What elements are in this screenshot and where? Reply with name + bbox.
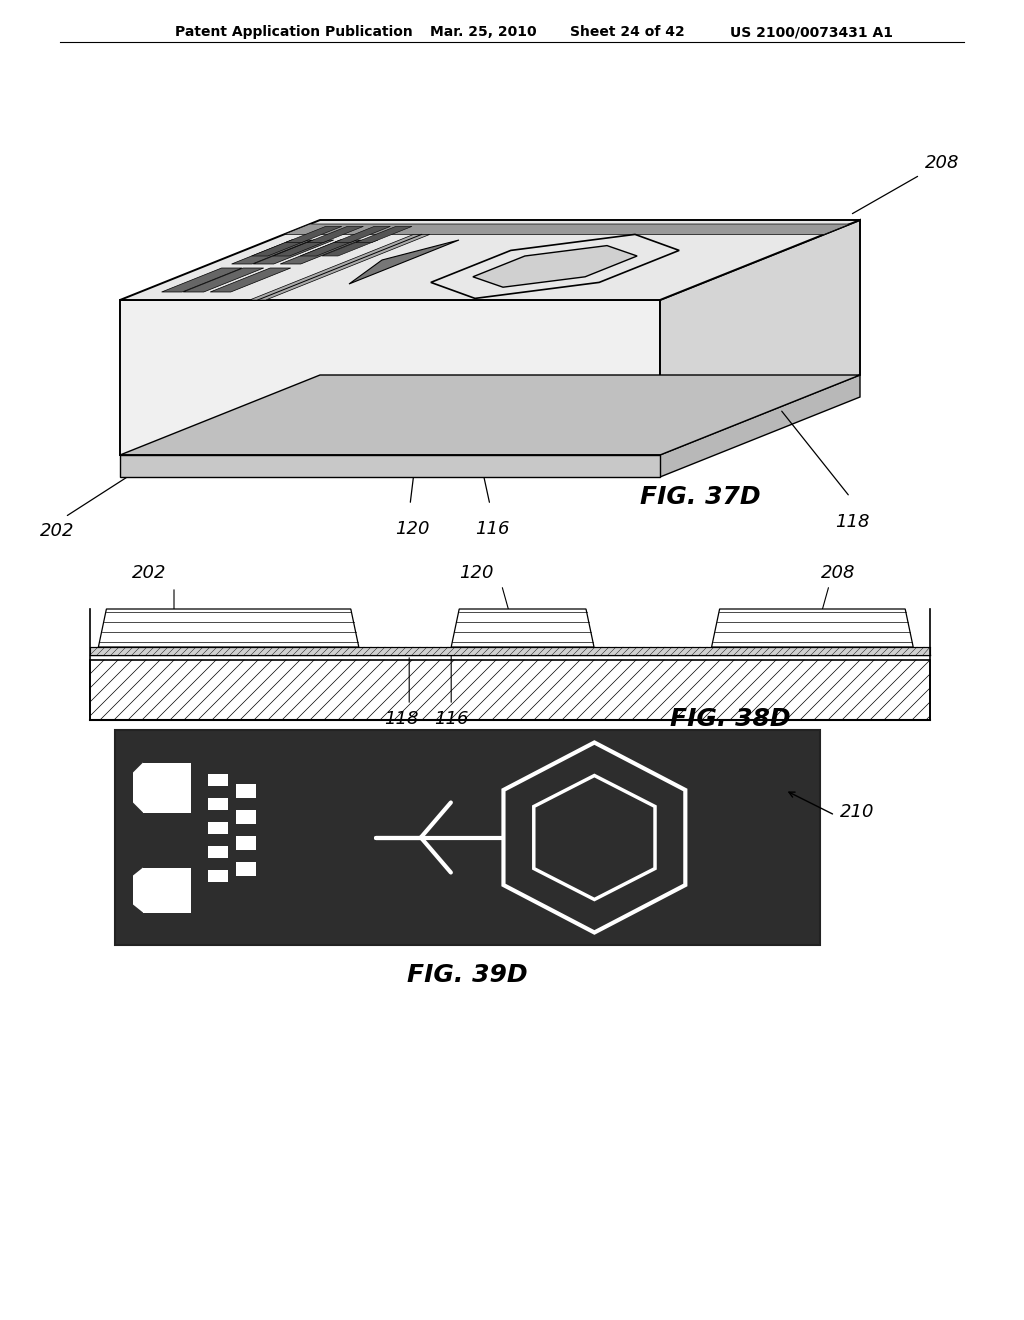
Polygon shape: [307, 227, 364, 243]
Text: 208: 208: [925, 154, 959, 172]
Polygon shape: [473, 246, 637, 288]
Polygon shape: [120, 300, 660, 455]
Polygon shape: [252, 240, 308, 256]
Bar: [236, 784, 256, 797]
Polygon shape: [284, 224, 850, 235]
Polygon shape: [660, 220, 860, 455]
Text: 210: 210: [840, 803, 874, 821]
Polygon shape: [286, 227, 342, 243]
Bar: [143, 867, 191, 912]
Bar: [143, 763, 191, 813]
Text: 120: 120: [395, 520, 429, 539]
Polygon shape: [162, 268, 242, 292]
Polygon shape: [120, 220, 860, 300]
Text: 120: 120: [460, 564, 495, 582]
Bar: [90, 660, 930, 719]
Text: FIG. 37D: FIG. 37D: [640, 484, 760, 510]
Text: US 2100/0073431 A1: US 2100/0073431 A1: [730, 25, 893, 40]
Polygon shape: [712, 609, 913, 647]
Bar: [236, 836, 256, 850]
Polygon shape: [250, 235, 430, 300]
Text: Sheet 24 of 42: Sheet 24 of 42: [570, 25, 685, 40]
Bar: [208, 821, 228, 833]
Text: Mar. 25, 2010: Mar. 25, 2010: [430, 25, 537, 40]
Polygon shape: [334, 227, 390, 243]
Bar: [90, 647, 930, 655]
Polygon shape: [452, 609, 594, 647]
Polygon shape: [120, 375, 860, 455]
Polygon shape: [133, 867, 143, 912]
Bar: [208, 846, 228, 858]
Text: Patent Application Publication: Patent Application Publication: [175, 25, 413, 40]
Bar: [208, 797, 228, 809]
Text: 208: 208: [821, 564, 855, 582]
Bar: [208, 870, 228, 882]
Polygon shape: [322, 240, 378, 256]
Bar: [208, 774, 228, 785]
Polygon shape: [210, 268, 291, 292]
Polygon shape: [281, 240, 360, 264]
Polygon shape: [98, 609, 358, 647]
Polygon shape: [431, 235, 679, 298]
Text: 118: 118: [384, 710, 419, 729]
Text: 116: 116: [475, 520, 510, 539]
Polygon shape: [253, 240, 334, 264]
Text: 202: 202: [132, 564, 167, 582]
Bar: [236, 809, 256, 824]
Polygon shape: [300, 240, 356, 256]
Text: 202: 202: [40, 521, 75, 540]
Text: 118: 118: [835, 513, 869, 531]
Text: 116: 116: [434, 710, 469, 729]
Polygon shape: [120, 455, 660, 477]
Bar: [115, 730, 820, 945]
Polygon shape: [273, 240, 330, 256]
Bar: [236, 862, 256, 875]
Polygon shape: [133, 763, 143, 813]
Polygon shape: [183, 268, 264, 292]
Polygon shape: [231, 240, 312, 264]
Polygon shape: [660, 375, 860, 477]
Polygon shape: [349, 240, 459, 284]
Text: FIG. 38D: FIG. 38D: [670, 708, 791, 731]
Text: FIG. 39D: FIG. 39D: [408, 964, 527, 987]
Polygon shape: [355, 227, 412, 243]
